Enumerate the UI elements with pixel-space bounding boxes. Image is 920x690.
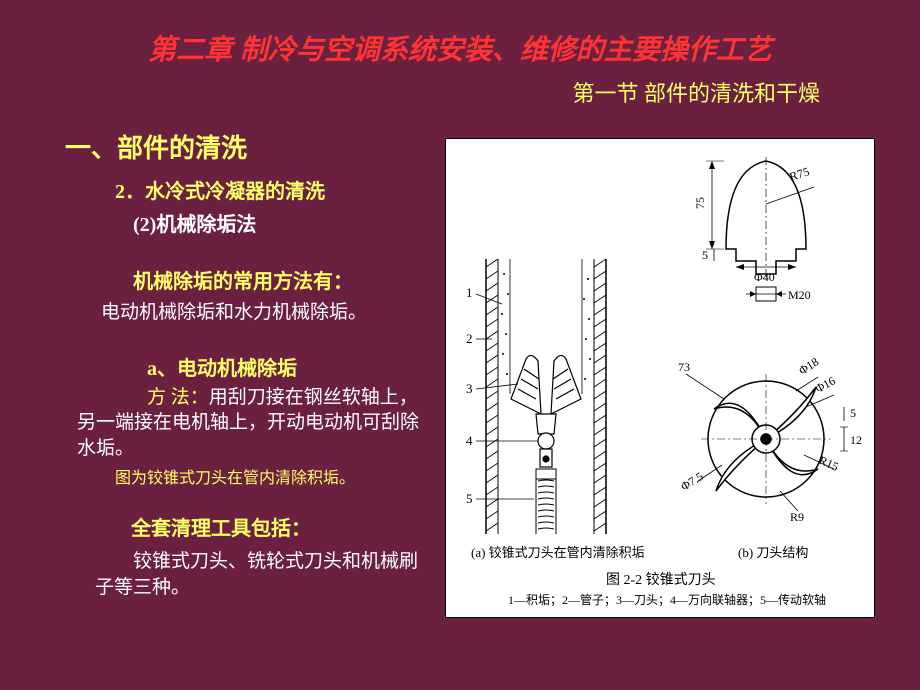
figure-svg: 1 2 3 4 5 [446,139,876,619]
dim-d16: Φ16 [813,374,838,396]
figure-legend: 1—积垢；2—管子；3—刀头；4—万向联轴器；5—传动软轴 [508,592,826,607]
text-column: 一、部件的清洗 2．水冷式冷凝器的清洗 (2)机械除垢法 机械除垢的常用方法有：… [75,128,445,618]
figure-box: 1 2 3 4 5 [445,138,875,618]
methods-heading: 机械除垢的常用方法有： [133,265,435,294]
slide: 第二章 制冷与空调系统安装、维修的主要操作工艺 第一节 部件的清洗和干燥 一、部… [0,0,920,690]
diagram-b-top: R75 75 5 [693,157,814,302]
dim-d75s: Φ7.5 [678,469,706,493]
inline-caption: 图为铰锥式刀头在管内清除积垢。 [115,464,435,488]
dim-75: 75 [693,197,707,209]
section-title: 第一节 部件的清洗和干燥 [0,76,820,108]
callout-2: 2 [466,331,473,346]
dim-r9: R9 [790,510,804,524]
dim-73: 73 [678,360,690,374]
dim-5b: 5 [850,406,856,420]
chapter-title: 第二章 制冷与空调系统安装、维修的主要操作工艺 [40,28,880,68]
heading-sub2: (2)机械除垢法 [133,208,435,237]
dim-5: 5 [702,248,708,262]
methods-body: 电动机械除垢和水力机械除垢。 [101,300,435,326]
diagram-b-bottom: 73 Φ18 Φ16 Φ7.5 R15 [678,355,862,524]
method-label: 方 法： [147,387,209,408]
heading-sub: 2．水冷式冷凝器的清洗 [115,175,435,204]
tools-heading: 全套清理工具包括： [131,512,435,541]
dim-r15: R15 [817,453,841,474]
figure-column: 1 2 3 4 5 [445,128,895,618]
callout-5: 5 [466,491,473,506]
callout-4: 4 [466,433,473,448]
heading-main: 一、部件的清洗 [65,128,435,165]
method-text: 方 法：用刮刀接在钢丝软轴上，另一端接在电机轴上，开动电动机可刮除水垢。 [77,385,435,462]
figure-title: 图 2-2 铰锥式刀头 [606,572,716,588]
dim-12: 12 [850,433,862,447]
method-body: 用刮刀接在钢丝软轴上，另一端接在电机轴上，开动电动机可刮除水垢。 [77,387,419,459]
subcaption-a: (a) 铰锥式刀头在管内清除积垢 [471,545,645,560]
diagram-a: 1 2 3 4 5 [466,259,606,534]
callout-3: 3 [466,381,473,396]
item-a-heading: a、电动机械除垢 [147,352,435,381]
content: 一、部件的清洗 2．水冷式冷凝器的清洗 (2)机械除垢法 机械除垢的常用方法有：… [0,128,920,618]
tools-body: 铰锥式刀头、铣轮式刀头和机械刷子等三种。 [95,549,435,602]
dim-d40: Φ40 [754,270,775,284]
callout-1: 1 [466,285,473,300]
dim-m20: M20 [788,288,811,302]
subcaption-b: (b) 刀头结构 [738,545,808,560]
dim-r75: R75 [788,164,811,183]
dim-d18: Φ18 [796,355,821,378]
